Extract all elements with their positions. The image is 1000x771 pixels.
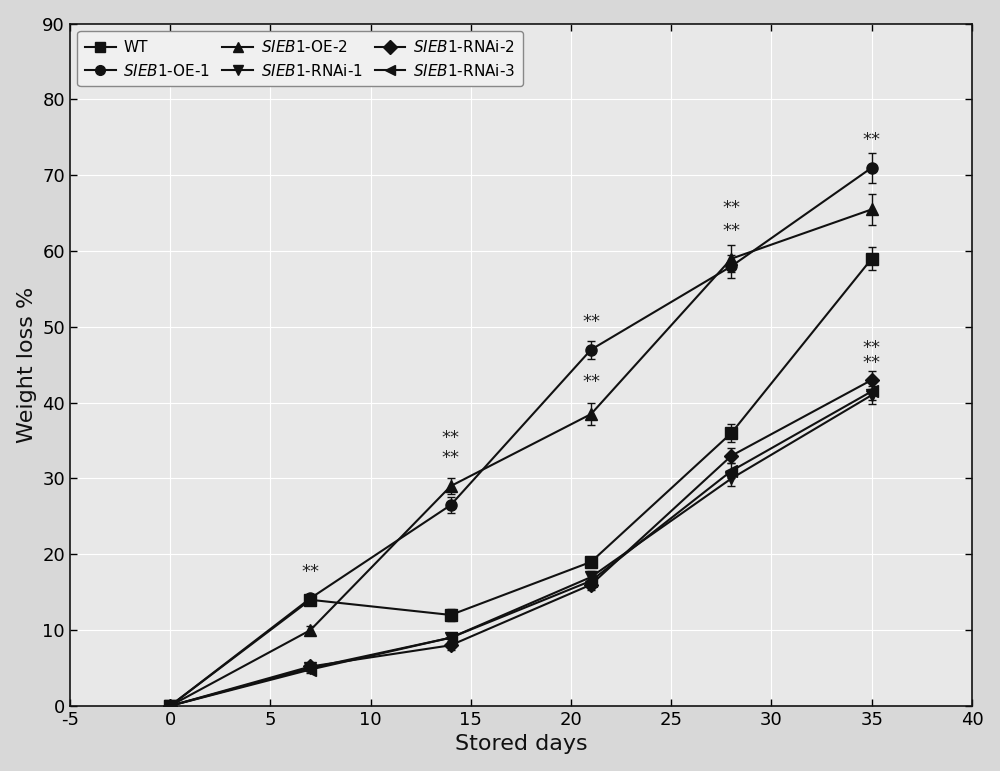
Text: **: ** (722, 222, 740, 240)
X-axis label: Stored days: Stored days (455, 734, 587, 754)
Text: **: ** (301, 563, 319, 581)
Text: **: ** (863, 131, 881, 149)
Text: **: ** (582, 373, 600, 392)
Text: **: ** (863, 339, 881, 357)
Text: **: ** (582, 313, 600, 331)
Y-axis label: Weight loss %: Weight loss % (17, 287, 37, 443)
Text: **: ** (863, 355, 881, 372)
Text: **: ** (442, 449, 460, 467)
Legend: WT, $\it{SIEB1}$-OE-1, $\it{SIEB1}$-OE-2, $\it{SIEB1}$-RNAi-1, $\it{SIEB1}$-RNAi: WT, $\it{SIEB1}$-OE-1, $\it{SIEB1}$-OE-2… (77, 32, 523, 86)
Text: **: ** (442, 429, 460, 446)
Text: **: ** (722, 199, 740, 217)
